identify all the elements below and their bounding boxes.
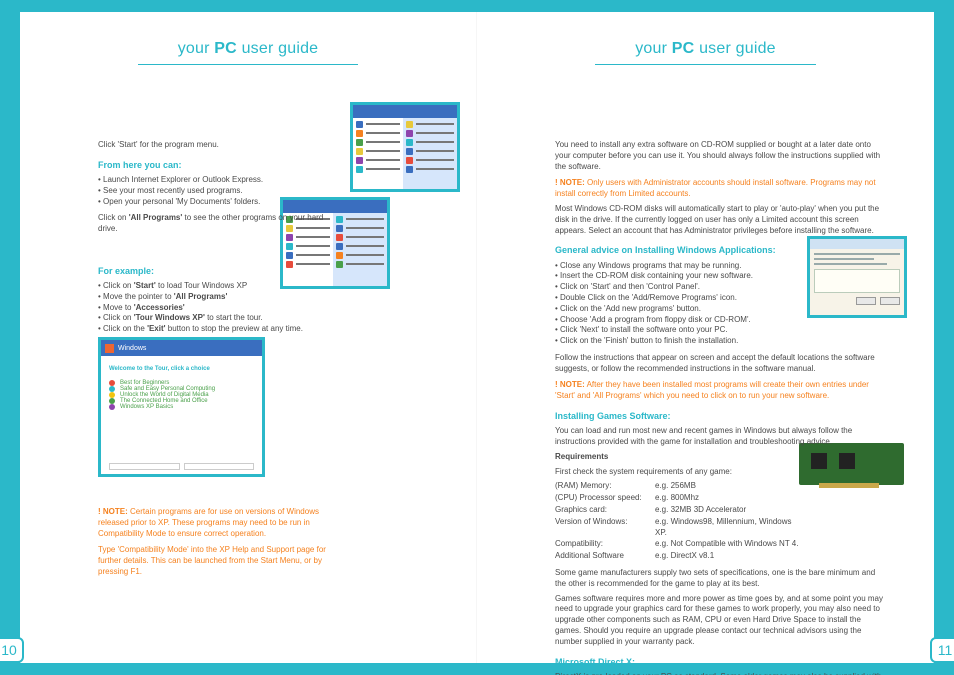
- left-body: Click 'Start' for the program menu. From…: [98, 102, 446, 582]
- list-item: Double Click on the 'Add/Remove Programs…: [555, 293, 775, 304]
- req-key: Compatibility:: [555, 539, 655, 550]
- requirements-table: (RAM) Memory:e.g. 256MB(CPU) Processor s…: [555, 481, 805, 562]
- general-advice-list: Close any Windows programs that may be r…: [555, 261, 775, 347]
- list-item: Insert the CD-ROM disk containing your n…: [555, 271, 775, 282]
- list-item: Click on 'Start' to load Tour Windows XP: [98, 281, 378, 292]
- req-val: e.g. 800Mhz: [655, 493, 805, 504]
- note-entries: ! NOTE: After they have been installed m…: [555, 380, 885, 402]
- list-item: See your most recently used programs.: [98, 186, 344, 197]
- h-directx: Microsoft Direct X:: [555, 656, 904, 668]
- p-click-start: Click 'Start' for the program menu.: [98, 140, 344, 151]
- h-general-advice: General advice on Installing Windows App…: [555, 244, 904, 256]
- req-val: e.g. 32MB 3D Accelerator: [655, 505, 805, 516]
- req-key: Graphics card:: [555, 505, 655, 516]
- header-pre: your: [178, 40, 215, 57]
- header-title-right: your PC user guide: [595, 40, 816, 65]
- req-val: e.g. DirectX v8.1: [655, 551, 805, 562]
- list-item: Open your personal 'My Documents' folder…: [98, 197, 344, 208]
- req-val: e.g. Windows98, Millennium, Windows XP.: [655, 517, 805, 539]
- page-number-right: 11: [930, 637, 954, 663]
- from-here-list: Launch Internet Explorer or Outlook Expr…: [98, 175, 344, 207]
- list-item: Click on the 'Exit' button to stop the p…: [98, 324, 378, 335]
- header-title-left: your PC user guide: [138, 40, 359, 65]
- list-item: Click 'Next' to install the software ont…: [555, 325, 775, 336]
- h-for-example: For example:: [98, 265, 344, 277]
- req-key: (CPU) Processor speed:: [555, 493, 655, 504]
- req-key: Version of Windows:: [555, 517, 655, 539]
- p-autoplay: Most Windows CD-ROM disks will automatic…: [555, 204, 885, 236]
- req-val: e.g. Not Compatible with Windows NT 4.: [655, 539, 805, 550]
- p-specs: Some game manufacturers supply two sets …: [555, 568, 885, 590]
- right-body: You need to install any extra software o…: [555, 102, 904, 675]
- p-games: You can load and run most new and recent…: [555, 426, 885, 448]
- req-key: Additional Software: [555, 551, 655, 562]
- header-post: user guide: [237, 40, 318, 57]
- list-item: Click on 'Tour Windows XP' to start the …: [98, 313, 378, 324]
- list-item: Choose 'Add a program from floppy disk o…: [555, 315, 775, 326]
- example-list: Click on 'Start' to load Tour Windows XP…: [98, 281, 378, 335]
- p-follow: Follow the instructions that appear on s…: [555, 353, 885, 375]
- list-item: Move the pointer to 'All Programs': [98, 292, 378, 303]
- note-compat-2: Type 'Compatibility Mode' into the XP He…: [98, 545, 344, 577]
- p-upgrade: Games software requires more and more po…: [555, 594, 885, 648]
- p-intro: You need to install any extra software o…: [555, 140, 885, 172]
- list-item: Move to 'Accessories': [98, 303, 378, 314]
- req-val: e.g. 256MB: [655, 481, 805, 492]
- note-admin: ! NOTE: Only users with Administrator ac…: [555, 178, 885, 200]
- note-compat-1: ! NOTE: Certain programs are for use on …: [98, 507, 344, 539]
- h-requirements: Requirements: [555, 452, 904, 463]
- list-item: Launch Internet Explorer or Outlook Expr…: [98, 175, 344, 186]
- p-req-intro: First check the system requirements of a…: [555, 467, 904, 478]
- list-item: Click on 'Start' and then 'Control Panel…: [555, 282, 775, 293]
- header-right: your PC user guide: [477, 40, 934, 65]
- list-item: Click on the 'Finish' button to finish t…: [555, 336, 775, 347]
- header-left: your PC user guide: [20, 40, 476, 65]
- req-key: (RAM) Memory:: [555, 481, 655, 492]
- page-right: your PC user guide You need to install a…: [477, 12, 934, 663]
- p-all-programs: Click on 'All Programs' to see the other…: [98, 213, 344, 235]
- page-spread: your PC user guide Windows Welcom: [20, 12, 934, 663]
- list-item: Close any Windows programs that may be r…: [555, 261, 775, 272]
- page-left: your PC user guide Windows Welcom: [20, 12, 477, 663]
- header-bold: PC: [214, 40, 237, 57]
- h-games: Installing Games Software:: [555, 410, 904, 422]
- page-number-left: 10: [0, 637, 24, 663]
- list-item: Click on the 'Add new programs' button.: [555, 304, 775, 315]
- h-from-here: From here you can:: [98, 159, 344, 171]
